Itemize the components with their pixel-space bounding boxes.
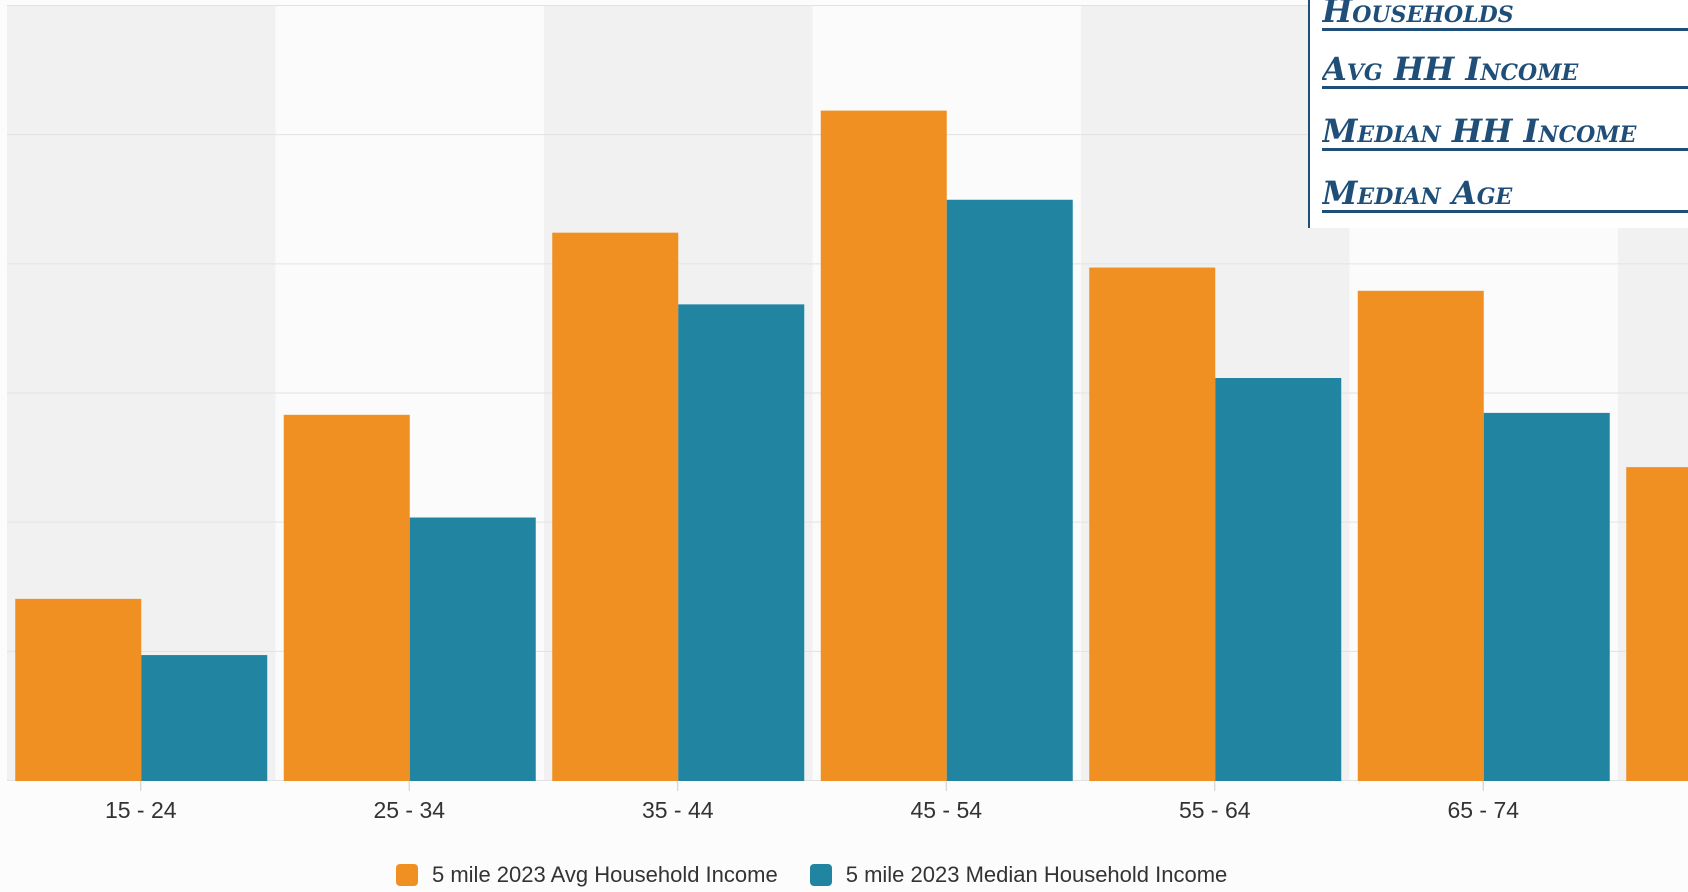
x-tick-label: 15 - 24 [105, 797, 177, 823]
bar-avg-income[interactable] [1357, 290, 1484, 781]
x-tick-label: 55 - 64 [1179, 797, 1251, 823]
bar-median-income[interactable] [409, 517, 536, 782]
x-tick-label: 35 - 44 [642, 797, 714, 823]
bar-avg-income[interactable] [820, 110, 947, 781]
legend-label-avg: 5 mile 2023 Avg Household Income [432, 862, 778, 887]
stats-panel: Households Avg HH Income Median HH Incom… [1308, 0, 1688, 228]
x-tick-label: 25 - 34 [373, 797, 445, 823]
bar-median-income[interactable] [1215, 378, 1342, 781]
legend-swatch-median [809, 864, 832, 886]
stats-row-median-hh-income: Median HH Income [1322, 114, 1688, 151]
legend-swatch-avg [396, 864, 418, 886]
legend-item-avg[interactable]: 5 mile 2023 Avg Household Income [396, 862, 778, 888]
x-tick-label: 65 - 74 [1447, 797, 1519, 823]
bar-avg-income[interactable] [283, 414, 410, 781]
legend: 5 mile 2023 Avg Household Income 5 mile … [396, 860, 1227, 890]
x-tick-label: 45 - 54 [910, 797, 982, 823]
legend-item-median[interactable]: 5 mile 2023 Median Household Income [809, 862, 1228, 888]
bar-median-income[interactable] [1483, 412, 1610, 781]
bars [15, 110, 1688, 782]
bar-median-income[interactable] [678, 304, 805, 781]
stats-row-households: Households [1322, 0, 1688, 31]
bar-median-income[interactable] [946, 199, 1073, 781]
x-axis-ticks: 15 - 24 25 - 34 35 - 44 45 - 54 55 - 64 65 - … [105, 781, 1519, 823]
bar-avg-income[interactable] [15, 598, 142, 781]
stats-row-avg-hh-income: Avg HH Income [1322, 52, 1688, 89]
stats-row-median-age: Median Age [1322, 176, 1688, 213]
bar-median-income[interactable] [141, 655, 268, 781]
bar-avg-income[interactable] [552, 232, 679, 781]
bar-avg-income[interactable] [1089, 267, 1216, 781]
legend-label-median: 5 mile 2023 Median Household Income [845, 862, 1228, 887]
bar-avg-income[interactable] [1626, 467, 1688, 781]
